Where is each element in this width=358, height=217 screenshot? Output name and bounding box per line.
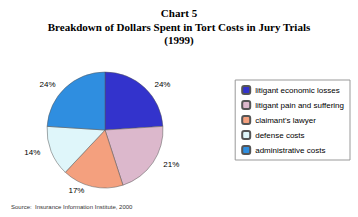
svg-text:Source: Insurance Information: Source: Insurance Information Institute,… [11, 204, 133, 210]
svg-text:claimant's lawyer: claimant's lawyer [255, 116, 316, 125]
svg-text:Chart 5: Chart 5 [161, 7, 198, 19]
svg-text:(1999): (1999) [164, 34, 194, 47]
svg-text:litigant economic losses: litigant economic losses [255, 86, 339, 95]
svg-text:21%: 21% [163, 160, 179, 169]
svg-text:defense costs: defense costs [255, 131, 304, 140]
svg-text:14%: 14% [24, 148, 40, 157]
svg-text:Breakdown of Dollars Spent in: Breakdown of Dollars Spent in Tort Costs… [48, 21, 311, 33]
svg-text:24%: 24% [40, 80, 56, 89]
svg-text:24%: 24% [154, 80, 170, 89]
svg-text:administrative costs: administrative costs [255, 146, 325, 155]
svg-text:17%: 17% [68, 186, 84, 195]
svg-text:litigant pain and suffering: litigant pain and suffering [255, 101, 344, 110]
